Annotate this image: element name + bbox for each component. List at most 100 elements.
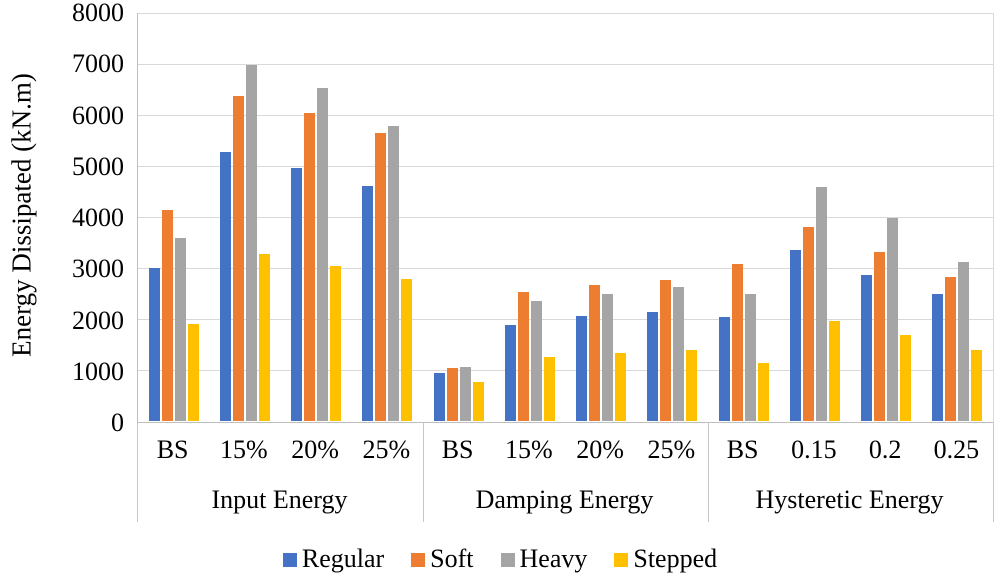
bar-soft-hysteretic-0.15 [802,226,814,421]
category-label-20%: 20% [576,435,624,464]
legend-swatch-soft-icon [411,553,426,567]
bar-soft-input-25% [375,133,387,421]
gridline-8000 [138,13,993,14]
bar-regular-damping-15% [504,324,516,421]
legend-item-soft: Soft [411,544,474,574]
bar-regular-damping-20% [576,316,588,421]
bar-soft-damping-25% [660,279,672,421]
bar-soft-damping-20% [589,284,601,421]
legend-label-stepped: Stepped [633,544,718,573]
bar-heavy-hysteretic-0.2 [887,218,899,421]
y-tick-label-7000: 7000 [72,49,124,79]
x-axis-labels: BS 15% 20% 25% Input Energy BS 15% 20% 25% Dampin… [137,423,994,523]
y-tick-label-1000: 1000 [72,356,124,386]
bar-stepped-damping-15% [543,357,555,421]
bar-heavy-damping-25% [673,287,685,421]
bar-heavy-damping-BS [459,366,471,421]
category-label-25%: 25% [362,435,411,464]
bar-soft-hysteretic-0.25 [945,276,957,421]
bar-soft-hysteretic-BS [731,263,743,421]
group-separator [993,423,994,522]
bar-heavy-input-20% [317,88,329,421]
legend-swatch-heavy-icon [500,553,515,567]
bar-heavy-input-15% [245,65,257,421]
y-tick-label-0: 0 [111,408,124,437]
legend-item-heavy: Heavy [500,544,588,574]
category-label-0.2: 0.2 [868,435,902,464]
bar-stepped-input-15% [258,253,270,421]
category-label-15%: 15% [220,435,268,464]
y-tick-label-8000: 8000 [72,0,124,27]
category-label-25%: 25% [647,435,696,464]
bar-regular-damping-BS [433,373,445,421]
legend-label-heavy: Heavy [519,544,588,573]
bar-soft-input-15% [232,96,244,421]
category-label-0.25: 0.25 [933,435,980,464]
bar-stepped-damping-25% [686,350,698,421]
legend-label-soft: Soft [430,544,474,573]
bar-regular-input-25% [362,185,374,421]
bar-soft-input-20% [304,113,316,421]
legend-swatch-stepped-icon [614,553,629,567]
bar-stepped-input-20% [330,266,342,421]
gridline-5000 [138,166,993,167]
category-label-15%: 15% [505,435,553,464]
bar-stepped-hysteretic-0.2 [900,335,912,421]
y-tick-label-5000: 5000 [72,151,124,181]
gridline-4000 [138,217,993,218]
bar-heavy-hysteretic-0.15 [815,187,827,421]
y-tick-label-6000: 6000 [72,100,124,130]
bar-stepped-hysteretic-BS [757,363,769,421]
legend-label-regular: Regular [301,544,385,573]
bar-stepped-input-BS [187,323,199,421]
bar-regular-damping-25% [647,312,659,421]
category-label-0.15: 0.15 [791,435,837,464]
legend-swatch-regular-icon [282,553,297,567]
legend-item-regular: Regular [282,544,385,574]
gridline-2000 [138,319,993,320]
gridline-7000 [138,64,993,65]
group-separator [137,423,138,522]
bar-heavy-damping-15% [530,300,542,421]
bar-soft-damping-BS [446,368,458,421]
bar-stepped-hysteretic-0.25 [971,350,983,421]
bar-soft-input-BS [161,210,173,421]
bar-regular-hysteretic-0.25 [932,293,944,421]
gridline-1000 [138,370,993,371]
bar-heavy-input-25% [388,125,400,421]
gridline-3000 [138,268,993,269]
group-separator [708,423,710,522]
bar-heavy-input-BS [174,237,186,421]
y-tick-label-2000: 2000 [72,305,124,335]
y-axis-tick-labels: 0 1000 2000 3000 4000 5000 6000 7000 8000 [0,0,124,437]
group-label-input: Input Energy [211,485,348,514]
bar-regular-input-15% [219,152,231,421]
bar-heavy-hysteretic-BS [744,293,756,421]
group-label-hysteretic: Hysteretic Energy [755,485,944,514]
gridline-6000 [138,115,993,116]
plot-area [137,13,994,423]
bar-heavy-damping-20% [602,293,614,421]
legend-item-stepped: Stepped [614,544,717,574]
bar-regular-hysteretic-BS [718,317,730,421]
legend: Regular Soft Heavy Stepped [0,542,1000,576]
bar-stepped-damping-BS [472,382,484,421]
bar-stepped-damping-20% [615,353,627,421]
group-label-damping: Damping Energy [475,485,654,514]
bar-heavy-hysteretic-0.25 [958,261,970,421]
group-separator [422,423,424,522]
category-label-BS: BS [726,435,759,464]
category-label-BS: BS [156,435,189,464]
bar-stepped-hysteretic-0.15 [828,320,840,421]
category-label-BS: BS [441,435,474,464]
bar-stepped-input-25% [401,278,413,421]
y-tick-label-3000: 3000 [72,254,124,284]
y-tick-label-4000: 4000 [72,203,124,232]
bar-soft-damping-15% [517,292,529,421]
bar-regular-input-20% [291,168,303,421]
bar-soft-hysteretic-0.2 [874,251,886,421]
bar-regular-hysteretic-0.2 [861,274,873,421]
bar-regular-input-BS [148,268,160,421]
category-label-20%: 20% [291,435,339,464]
